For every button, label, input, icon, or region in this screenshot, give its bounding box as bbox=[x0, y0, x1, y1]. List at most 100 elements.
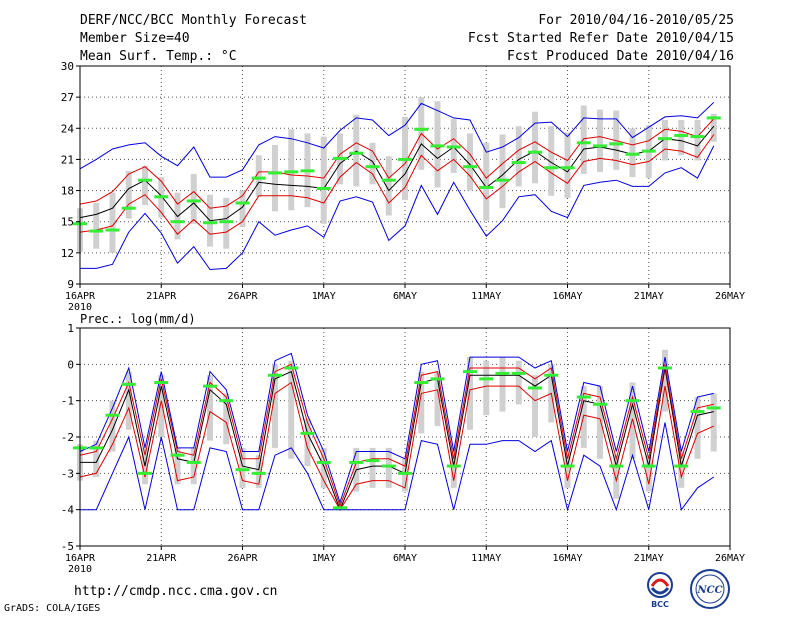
ensemble-box bbox=[483, 360, 490, 416]
ensemble-box bbox=[515, 360, 522, 405]
x-tick-label: 1MAY bbox=[312, 291, 336, 302]
ensemble-box bbox=[483, 142, 490, 221]
ensemble-box bbox=[288, 129, 295, 211]
ensemble-box bbox=[532, 111, 538, 184]
obs-marker bbox=[511, 371, 526, 375]
series-spread-lower bbox=[79, 381, 715, 511]
obs-marker bbox=[284, 366, 299, 370]
obs-marker bbox=[674, 134, 689, 138]
x-tick-label: 26MAY bbox=[715, 553, 745, 564]
ensemble-box bbox=[564, 132, 571, 198]
ensemble-box bbox=[499, 134, 506, 209]
obs-marker bbox=[576, 141, 591, 145]
y-tick-label: -4 bbox=[61, 504, 75, 517]
ensemble-box bbox=[255, 455, 262, 488]
y-tick-label: -1 bbox=[61, 395, 74, 408]
x-tick-label: 16MAY bbox=[552, 291, 582, 302]
obs-marker bbox=[463, 370, 477, 374]
obs-marker bbox=[625, 399, 640, 403]
x-tick-label: 16MAY bbox=[552, 553, 582, 564]
obs-marker bbox=[706, 406, 721, 410]
ensemble-box bbox=[109, 400, 116, 452]
ensemble-box bbox=[662, 349, 668, 412]
footer-url[interactable]: http://cmdp.ncc.cma.gov.cn bbox=[74, 584, 278, 599]
y-tick-label: -5 bbox=[61, 540, 74, 553]
ensemble-box bbox=[467, 357, 473, 430]
obs-marker bbox=[609, 464, 624, 468]
obs-marker bbox=[170, 453, 185, 457]
obs-marker bbox=[300, 169, 315, 173]
y-tick-label: 15 bbox=[61, 216, 74, 229]
ensemble-box bbox=[190, 173, 197, 224]
series-spread-upper bbox=[79, 363, 714, 508]
obs-marker bbox=[414, 127, 429, 131]
x-tick-label: 21MAY bbox=[634, 553, 664, 564]
chart-title: DERF/NCC/BCC Monthly Forecast bbox=[80, 13, 307, 28]
obs-marker bbox=[154, 381, 169, 384]
ncc-logo: NCC bbox=[690, 569, 730, 609]
ensemble-box bbox=[190, 447, 197, 485]
x-year-label: 2010 bbox=[68, 302, 92, 313]
obs-marker bbox=[414, 381, 429, 384]
x-tick-label: 16APR bbox=[65, 291, 96, 302]
obs-marker bbox=[381, 178, 396, 182]
obs-marker bbox=[333, 506, 347, 510]
ensemble-box bbox=[385, 156, 392, 216]
y-tick-label: 21 bbox=[61, 153, 74, 166]
obs-marker bbox=[690, 410, 705, 414]
y-tick-label: 12 bbox=[61, 247, 74, 260]
series-spread-upper bbox=[79, 118, 715, 209]
obs-marker bbox=[479, 377, 494, 381]
x-tick-label: 26APR bbox=[227, 291, 258, 302]
obs-marker bbox=[349, 460, 364, 464]
y-tick-label: -2 bbox=[61, 431, 74, 444]
obs-marker bbox=[511, 161, 526, 165]
bcc-logo-label: BCC bbox=[651, 600, 669, 609]
ensemble-box bbox=[109, 192, 116, 253]
ensemble-box bbox=[662, 119, 668, 161]
obs-marker bbox=[268, 373, 282, 377]
ensemble-box bbox=[272, 144, 278, 212]
ensemble-box bbox=[434, 371, 441, 427]
ensemble-box bbox=[402, 458, 408, 492]
x-tick-label: 21MAY bbox=[634, 291, 664, 302]
obs-marker bbox=[593, 144, 607, 148]
obs-marker bbox=[658, 137, 672, 141]
obs-marker bbox=[674, 464, 689, 468]
series-ensemble-min bbox=[80, 422, 715, 512]
ensemble-box bbox=[434, 101, 441, 188]
obs-marker bbox=[235, 201, 250, 205]
obs-marker bbox=[544, 373, 559, 377]
x-year-label: 2010 bbox=[68, 564, 92, 575]
obs-marker bbox=[300, 431, 315, 435]
obs-marker bbox=[121, 382, 136, 386]
x-tick-label: 11MAY bbox=[471, 291, 501, 302]
y-tick-label: 18 bbox=[61, 185, 74, 198]
obs-marker bbox=[446, 464, 461, 468]
x-tick-label: 11MAY bbox=[471, 553, 501, 564]
obs-marker bbox=[495, 371, 510, 375]
obs-marker bbox=[430, 377, 445, 381]
x-tick-label: 26APR bbox=[227, 553, 258, 564]
y-tick-label: 1 bbox=[67, 322, 74, 335]
series-ensemble-mean bbox=[80, 367, 714, 512]
member-size: Member Size=40 bbox=[80, 31, 190, 46]
x-tick-label: 6MAY bbox=[393, 553, 417, 564]
ensemble-box bbox=[548, 126, 555, 196]
obs-marker bbox=[219, 220, 234, 224]
obs-marker bbox=[658, 366, 672, 370]
ensemble-box bbox=[320, 136, 327, 224]
bcc-logo: BCC bbox=[647, 572, 673, 609]
y-tick-label: -3 bbox=[61, 467, 74, 480]
ensemble-box bbox=[93, 440, 100, 477]
obs-marker bbox=[479, 185, 494, 189]
obs-marker bbox=[560, 464, 575, 468]
series-ensemble-mean bbox=[79, 125, 715, 222]
ensemble-box bbox=[597, 386, 603, 459]
obs-marker bbox=[430, 144, 445, 148]
ensemble-box bbox=[223, 197, 230, 249]
ensemble-box bbox=[385, 447, 392, 488]
ensemble-box bbox=[629, 128, 636, 178]
obs-marker bbox=[121, 206, 136, 210]
